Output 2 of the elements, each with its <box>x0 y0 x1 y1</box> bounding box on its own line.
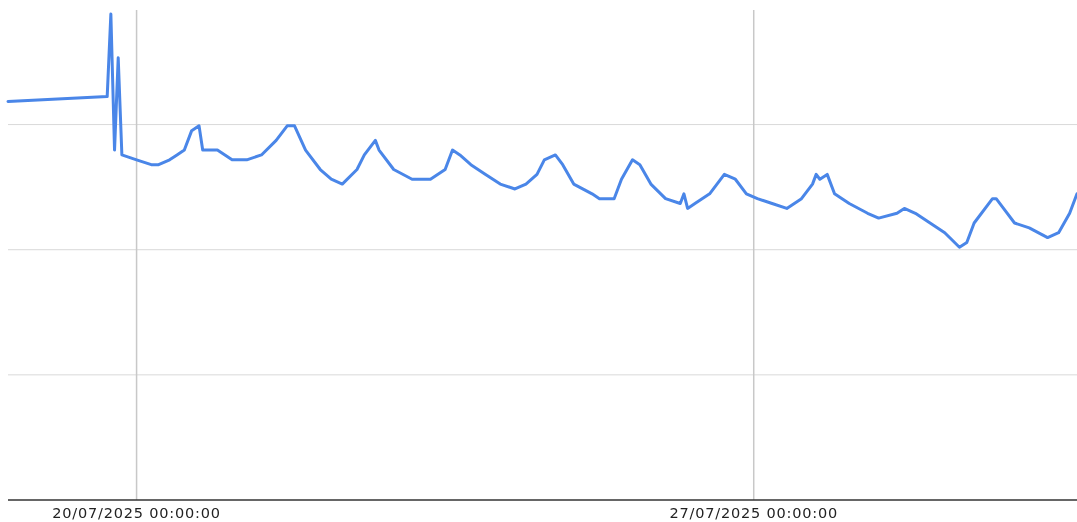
x-tick-label: 27/07/2025 00:00:00 <box>669 505 838 521</box>
x-tick-label: 20/07/2025 00:00:00 <box>52 505 221 521</box>
